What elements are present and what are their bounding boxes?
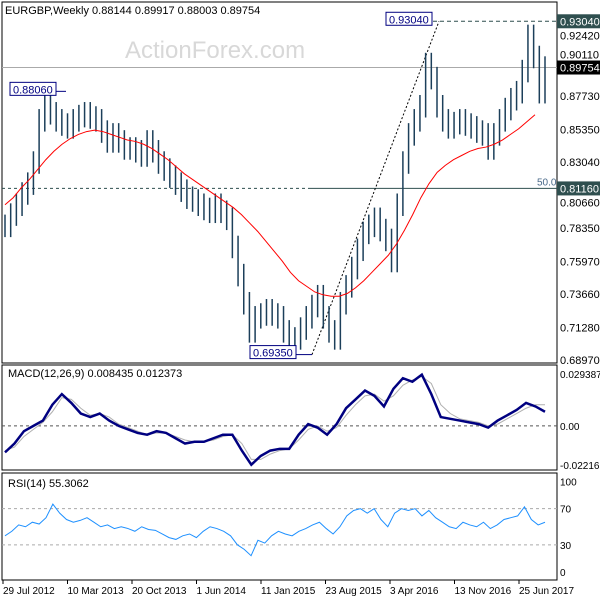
y-tick-label: 0.90110 bbox=[560, 50, 599, 62]
y-tick-label: 0.87730 bbox=[560, 91, 600, 103]
high-price-tag-bg bbox=[557, 14, 600, 29]
x-tick-label: 25 Jun 2017 bbox=[519, 586, 574, 597]
high-price-tag: 0.93040 bbox=[560, 16, 600, 28]
x-tick-label: 29 Jul 2012 bbox=[3, 586, 55, 597]
fib-level-text: 50.0 bbox=[537, 177, 557, 188]
rsi-y-tick: 100 bbox=[560, 478, 577, 489]
x-tick-label: 13 Nov 2016 bbox=[455, 586, 512, 597]
x-tick-label: 20 Oct 2013 bbox=[132, 586, 187, 597]
x-tick-label: 3 Apr 2016 bbox=[390, 586, 439, 597]
x-tick-label: 10 Mar 2013 bbox=[68, 586, 125, 597]
current-price-tag-bg bbox=[557, 60, 600, 75]
current-price-tag: 0.89754 bbox=[560, 63, 600, 75]
main-title: EURGBP,Weekly 0.88144 0.89917 0.88003 0.… bbox=[5, 5, 260, 17]
x-tick-label: 23 Aug 2015 bbox=[326, 586, 383, 597]
low-annotation: 0.69350 bbox=[253, 348, 293, 360]
rsi-pane-border bbox=[1, 472, 558, 581]
symbol-label: EURGBP,Weekly bbox=[5, 5, 89, 17]
macd-y-tick: -0.022161 bbox=[560, 461, 600, 472]
watermark: ActionForex.com bbox=[125, 37, 305, 64]
macd-macd-line bbox=[4, 372, 546, 467]
ohlc-readout: 0.88144 0.89917 0.88003 0.89754 bbox=[92, 5, 260, 17]
macd-signal-line bbox=[4, 375, 545, 460]
y-tick-label: 0.71280 bbox=[560, 322, 600, 334]
y-tick-label: 0.78350 bbox=[560, 223, 600, 235]
y-tick-label: 0.73660 bbox=[560, 289, 600, 301]
rsi-line bbox=[4, 503, 546, 557]
fib-price-tag-bg bbox=[557, 181, 600, 196]
y-tick-label: 0.75970 bbox=[560, 256, 600, 268]
swing-annotation-box bbox=[9, 81, 57, 96]
y-tick-label: 0.68970 bbox=[560, 355, 600, 367]
macd-pane-border bbox=[1, 364, 558, 471]
fib-price-tag: 0.81160 bbox=[560, 183, 599, 195]
x-tick-label: 11 Jan 2015 bbox=[261, 586, 316, 597]
rsi-y-tick: 70 bbox=[560, 505, 572, 516]
macd-y-tick: 0.029387 bbox=[560, 370, 600, 381]
trend-line bbox=[311, 21, 440, 355]
macd-y-tick: 0.00 bbox=[560, 422, 580, 433]
y-tick-label: 0.80660 bbox=[560, 197, 600, 209]
low-annotation-box bbox=[249, 345, 297, 360]
high-annotation-box bbox=[385, 11, 433, 26]
y-tick-label: 0.92420 bbox=[560, 30, 600, 42]
rsi-title: RSI(14) 55.3062 bbox=[8, 478, 89, 490]
x-tick-label: 1 Jun 2014 bbox=[197, 586, 247, 597]
y-tick-label: 0.83040 bbox=[560, 157, 600, 169]
high-annotation: 0.93040 bbox=[389, 14, 429, 26]
rsi-y-tick: 0 bbox=[560, 568, 566, 579]
y-tick-label: 0.85350 bbox=[560, 124, 600, 136]
rsi-y-tick: 30 bbox=[560, 541, 572, 552]
moving-average-line bbox=[4, 114, 536, 297]
swing-annotation: 0.88060 bbox=[13, 84, 53, 96]
macd-title: MACD(12,26,9) 0.008435 0.012373 bbox=[8, 368, 182, 380]
